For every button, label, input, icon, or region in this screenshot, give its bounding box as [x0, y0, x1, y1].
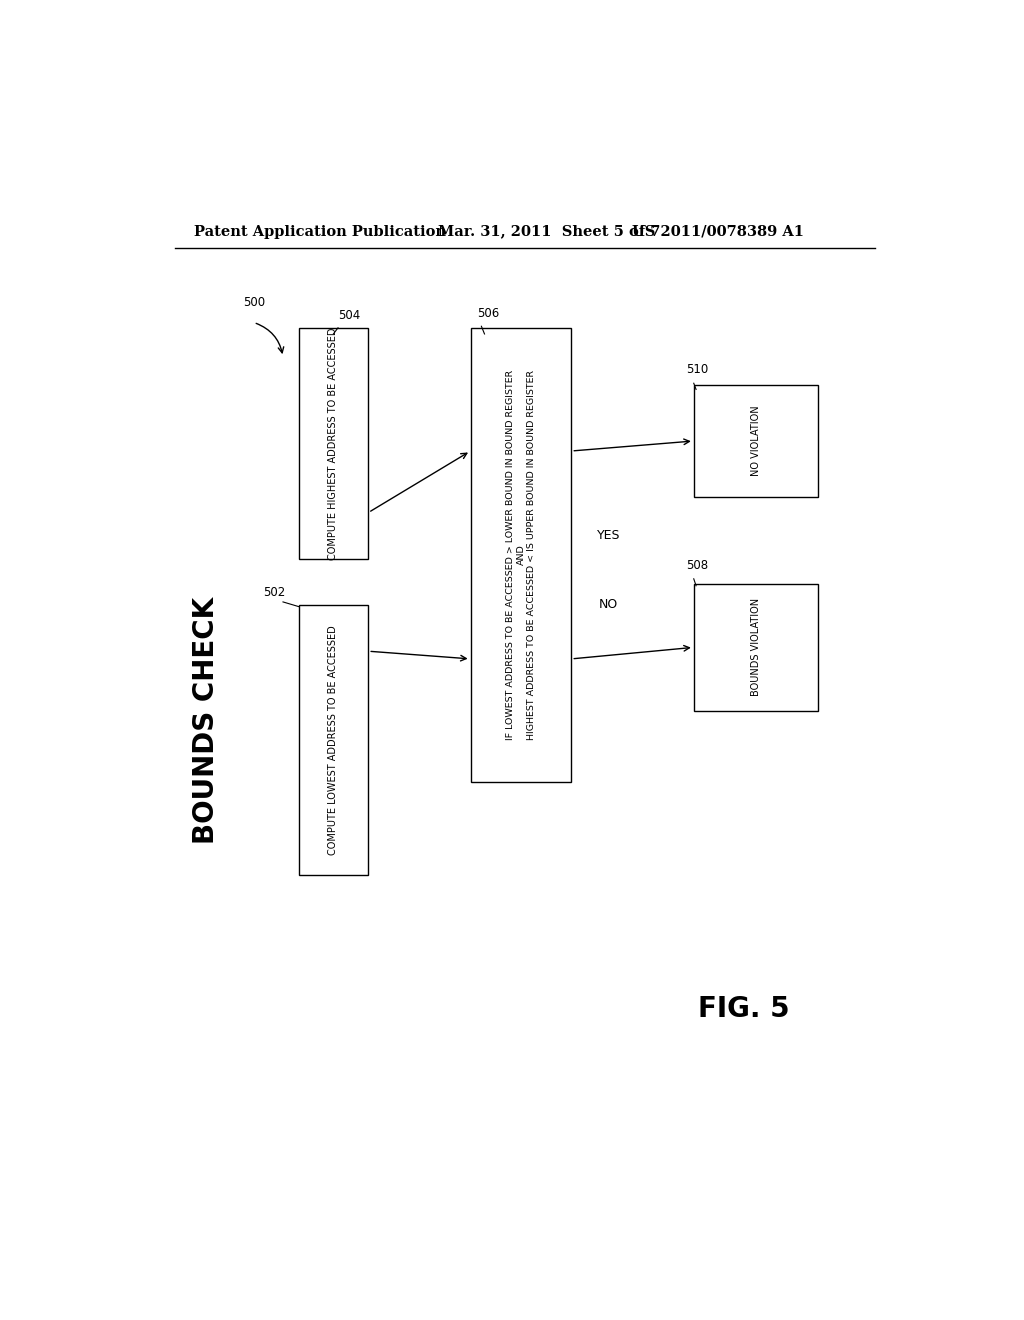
Text: Mar. 31, 2011  Sheet 5 of 7: Mar. 31, 2011 Sheet 5 of 7	[438, 224, 660, 239]
Bar	[471, 327, 571, 781]
Text: 508: 508	[686, 558, 709, 572]
Text: NO VIOLATION: NO VIOLATION	[751, 405, 761, 477]
Text: Patent Application Publication: Patent Application Publication	[194, 224, 445, 239]
Text: BOUNDS CHECK: BOUNDS CHECK	[191, 597, 219, 843]
Bar	[693, 385, 818, 496]
Text: COMPUTE HIGHEST ADDRESS TO BE ACCESSED: COMPUTE HIGHEST ADDRESS TO BE ACCESSED	[329, 327, 338, 560]
Bar	[299, 605, 369, 875]
Text: BOUNDS VIOLATION: BOUNDS VIOLATION	[751, 598, 761, 697]
Text: 504: 504	[338, 309, 360, 322]
Bar	[693, 583, 818, 711]
Text: US 2011/0078389 A1: US 2011/0078389 A1	[632, 224, 804, 239]
Text: NO: NO	[599, 598, 618, 611]
Text: COMPUTE LOWEST ADDRESS TO BE ACCESSED: COMPUTE LOWEST ADDRESS TO BE ACCESSED	[329, 624, 338, 854]
Text: 506: 506	[477, 308, 499, 321]
Text: YES: YES	[597, 529, 621, 543]
Bar	[299, 327, 369, 558]
Text: IF LOWEST ADDRESS TO BE ACCESSED > LOWER BOUND IN BOUND REGISTER
AND
HIGHEST ADD: IF LOWEST ADDRESS TO BE ACCESSED > LOWER…	[506, 370, 536, 741]
Text: 502: 502	[263, 586, 286, 599]
Text: 500: 500	[243, 296, 265, 309]
Text: 510: 510	[686, 363, 709, 376]
Text: FIG. 5: FIG. 5	[697, 995, 790, 1023]
